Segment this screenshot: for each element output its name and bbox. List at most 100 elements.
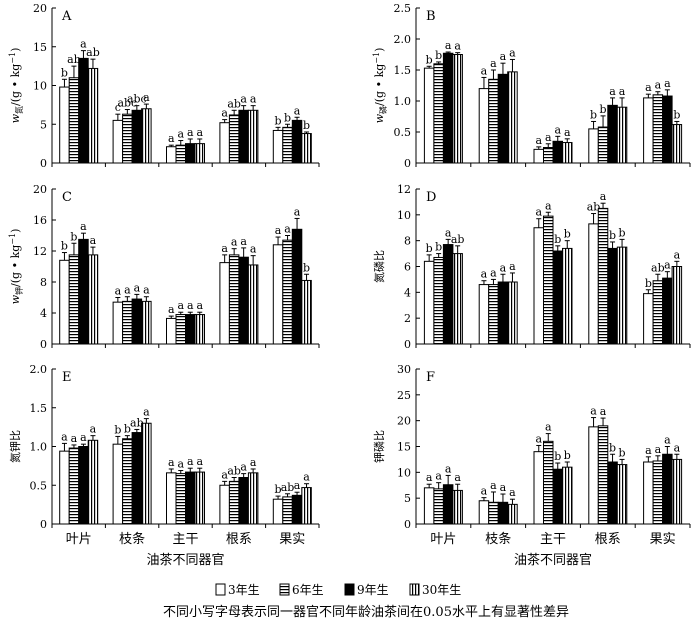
significance-letter: b bbox=[61, 240, 68, 253]
significance-letter: a bbox=[124, 284, 131, 297]
y-tick-label: 0 bbox=[404, 157, 411, 170]
y-tick-label: 20 bbox=[33, 183, 47, 196]
significance-letter: abc bbox=[127, 93, 147, 106]
significance-letter: a bbox=[445, 39, 452, 52]
significance-letter: a bbox=[143, 284, 150, 297]
bar-d-3-3 bbox=[616, 246, 628, 345]
significance-letter: ab bbox=[227, 97, 241, 110]
y-tick-label: 8 bbox=[40, 276, 47, 289]
significance-letter: a bbox=[80, 431, 87, 444]
significance-letter: b bbox=[645, 277, 652, 290]
y-tick-label: 0.5 bbox=[30, 479, 48, 492]
bar-b-4-1 bbox=[652, 94, 664, 164]
bar-f-2-1 bbox=[543, 440, 554, 525]
bar-b-2-3 bbox=[562, 142, 573, 164]
bar-f-4-1 bbox=[652, 460, 664, 525]
bar-e-0-1 bbox=[68, 447, 80, 525]
y-tick-label: 5 bbox=[40, 118, 47, 131]
x-category-label: 叶片 bbox=[430, 532, 456, 547]
significance-letter: a bbox=[445, 226, 452, 239]
significance-letter: b bbox=[609, 441, 616, 454]
significance-letter: b bbox=[275, 114, 282, 127]
bar-d-0-1 bbox=[433, 256, 444, 345]
y-tick-label: 20 bbox=[397, 415, 411, 428]
bar-a-2-0 bbox=[166, 146, 177, 164]
significance-letter: a bbox=[435, 470, 442, 483]
significance-letter: a bbox=[426, 471, 433, 484]
bar-b-2-0 bbox=[533, 148, 544, 164]
legend-swatch-3 bbox=[409, 583, 420, 596]
bar-f-1-3 bbox=[507, 503, 518, 525]
significance-letter: a bbox=[240, 461, 247, 474]
bar-d-0-2 bbox=[442, 244, 454, 345]
bar-e-3-2 bbox=[238, 477, 249, 525]
significance-letter: ab bbox=[227, 465, 241, 478]
significance-letter: a bbox=[674, 441, 681, 454]
bar-c-1-3 bbox=[141, 300, 152, 345]
bar-e-1-1 bbox=[122, 438, 133, 525]
significance-letter: b bbox=[284, 111, 291, 124]
bar-b-0-1 bbox=[433, 63, 444, 164]
bar-f-0-1 bbox=[433, 488, 444, 525]
bar-e-4-3 bbox=[301, 487, 312, 525]
bar-c-4-0 bbox=[272, 244, 284, 345]
y-tick-label: 1.5 bbox=[394, 64, 412, 77]
significance-letter: a bbox=[645, 81, 652, 94]
y-tick-label: 12 bbox=[397, 183, 411, 196]
panel-label: A bbox=[61, 9, 72, 24]
bar-c-2-1 bbox=[175, 314, 186, 345]
significance-letter: a bbox=[177, 299, 184, 312]
significance-letter: a bbox=[115, 285, 122, 298]
significance-letter: a bbox=[168, 303, 175, 316]
bar-c-2-3 bbox=[194, 314, 205, 345]
x-category-label: 主干 bbox=[172, 532, 198, 547]
bar-d-2-1 bbox=[543, 215, 554, 345]
x-category-label: 枝条 bbox=[485, 531, 511, 547]
significance-letter: a bbox=[187, 299, 194, 312]
y-axis-label: w钾/(g • kg−1) bbox=[8, 229, 24, 305]
significance-letter: b bbox=[564, 449, 571, 462]
bar-b-1-2 bbox=[497, 73, 509, 164]
bar-e-4-0 bbox=[272, 498, 284, 525]
bar-f-1-0 bbox=[478, 500, 490, 525]
bar-f-0-0 bbox=[423, 487, 435, 525]
bar-c-3-3 bbox=[247, 264, 259, 345]
bar-e-0-0 bbox=[59, 450, 70, 525]
bar-a-2-1 bbox=[175, 144, 186, 164]
significance-letter: a bbox=[196, 299, 203, 312]
bar-e-2-2 bbox=[185, 471, 196, 525]
significance-letter: ab bbox=[651, 261, 665, 274]
y-tick-label: 8 bbox=[404, 235, 411, 248]
bar-c-1-2 bbox=[131, 298, 143, 345]
y-tick-label: 2 bbox=[404, 312, 411, 325]
bar-e-4-1 bbox=[282, 496, 293, 525]
panel-label: B bbox=[426, 9, 436, 24]
y-tick-label: 15 bbox=[397, 441, 411, 454]
significance-letter: a bbox=[168, 132, 175, 145]
significance-letter: b bbox=[303, 261, 310, 274]
bar-c-2-2 bbox=[185, 314, 196, 345]
significance-letter: ab bbox=[130, 416, 144, 429]
x-category-label: 主干 bbox=[540, 532, 566, 547]
y-tick-label: 6 bbox=[404, 261, 411, 274]
significance-letter: a bbox=[535, 206, 542, 219]
bar-d-1-2 bbox=[497, 281, 509, 345]
significance-letter: a bbox=[284, 223, 291, 236]
bar-f-1-2 bbox=[497, 501, 509, 525]
significance-letter: c bbox=[115, 101, 121, 114]
bar-e-2-0 bbox=[166, 472, 177, 525]
bar-c-4-3 bbox=[301, 279, 312, 345]
y-tick-label: 15 bbox=[33, 41, 47, 54]
y-axis-label: w氮/(g • kg−1) bbox=[8, 48, 24, 124]
bar-e-4-2 bbox=[291, 494, 303, 525]
y-tick-label: 2.0 bbox=[394, 33, 412, 46]
legend-entry-2: 9年生 bbox=[357, 583, 389, 597]
bar-c-1-1 bbox=[122, 300, 133, 345]
significance-letter: a bbox=[590, 405, 597, 418]
bar-b-4-0 bbox=[643, 97, 654, 164]
